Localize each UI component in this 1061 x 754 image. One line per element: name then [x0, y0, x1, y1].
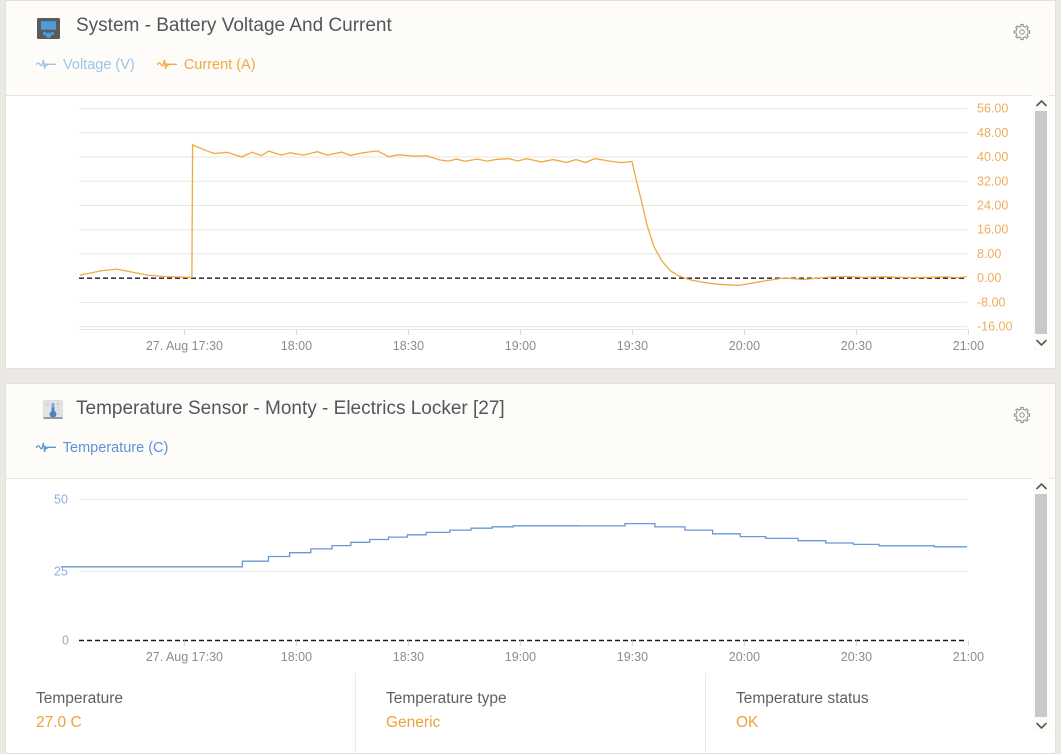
svg-text:27. Aug 17:30: 27. Aug 17:30: [146, 339, 223, 353]
svg-text:20:30: 20:30: [841, 650, 872, 664]
svg-text:18:00: 18:00: [281, 339, 312, 353]
svg-text:21:00: 21:00: [953, 650, 984, 664]
svg-text:18:00: 18:00: [281, 650, 312, 664]
svg-text:40.00: 40.00: [977, 150, 1008, 164]
svg-text:19:00: 19:00: [505, 650, 536, 664]
svg-text:24.00: 24.00: [977, 199, 1008, 213]
svg-text:8.00: 8.00: [977, 247, 1001, 261]
svg-text:19:30: 19:30: [617, 339, 648, 353]
svg-text:C: C: [46, 401, 49, 406]
svg-text:18:30: 18:30: [393, 339, 424, 353]
svg-text:27. Aug 17:30: 27. Aug 17:30: [146, 650, 223, 664]
svg-text:-16.00: -16.00: [977, 320, 1012, 334]
svg-text:16.00: 16.00: [977, 223, 1008, 237]
svg-text:-8.00: -8.00: [977, 295, 1006, 309]
svg-text:48.00: 48.00: [977, 126, 1008, 140]
svg-text:19:00: 19:00: [505, 339, 536, 353]
svg-text:20:30: 20:30: [841, 339, 872, 353]
svg-text:20:00: 20:00: [729, 650, 760, 664]
svg-text:20:00: 20:00: [729, 339, 760, 353]
svg-text:21:00: 21:00: [953, 339, 984, 353]
svg-text:0: 0: [62, 634, 69, 648]
svg-text:56.00: 56.00: [977, 102, 1008, 116]
svg-text:18:30: 18:30: [393, 650, 424, 664]
svg-text:50: 50: [54, 493, 68, 507]
svg-text:0.00: 0.00: [977, 271, 1001, 285]
svg-text:32.00: 32.00: [977, 174, 1008, 188]
svg-text:19:30: 19:30: [617, 650, 648, 664]
